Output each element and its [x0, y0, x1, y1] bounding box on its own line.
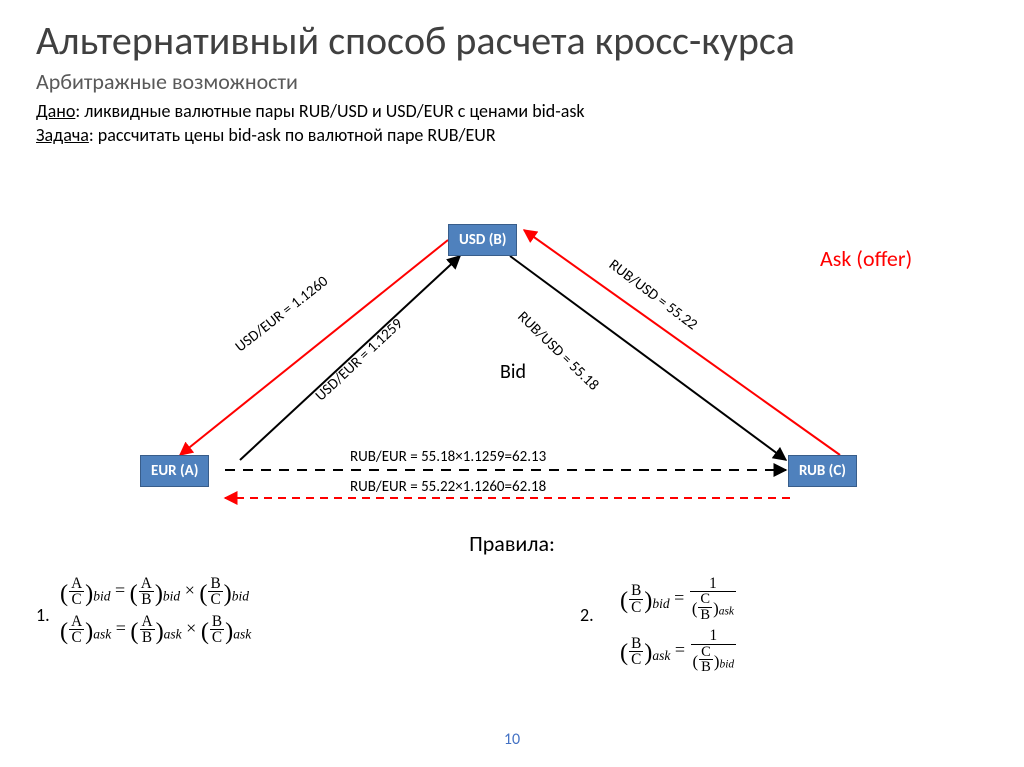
page-number: 10 — [0, 730, 1024, 749]
cross-rate-diagram: USD (B) EUR (A) RUB (C) Ask (offer) Bid … — [0, 200, 1024, 520]
task-label: Задача — [36, 124, 89, 146]
node-rub: RUB (C) — [788, 455, 857, 487]
bid-legend: Bid — [500, 360, 526, 384]
task-text: : рассчитать цены bid-ask по валютной па… — [89, 124, 496, 146]
given-label: Дано — [36, 100, 75, 122]
label-mid-top: RUB/EUR = 55.18×1.1259=62.13 — [350, 448, 546, 466]
formula-2: 2. (BC)bid = 1 (CB)ask (BC)ask = 1 (CB)b… — [620, 570, 737, 681]
slide-title: Альтернативный способ расчета кросс-курс… — [0, 0, 1024, 64]
given-text: : ликвидные валютные пары RUB/USD и USD/… — [75, 100, 584, 122]
given-line: Дано: ликвидные валютные пары RUB/USD и … — [36, 99, 988, 123]
rule1-number: 1. — [36, 604, 50, 626]
edge-outer-right — [524, 230, 840, 455]
slide-subtitle: Арбитражные возможности — [0, 64, 1024, 99]
ask-legend: Ask (offer) — [820, 245, 912, 272]
intro-block: Дано: ликвидные валютные пары RUB/USD и … — [0, 99, 1024, 148]
node-usd: USD (B) — [448, 224, 517, 256]
rule2-number: 2. — [580, 604, 594, 626]
edge-outer-left — [180, 240, 448, 455]
task-line: Задача: рассчитать цены bid-ask по валют… — [36, 123, 988, 147]
formula-1: 1. (AC)bid = (AB)bid × (BC)bid (AC)ask =… — [60, 570, 251, 652]
node-eur: EUR (A) — [140, 455, 209, 487]
label-mid-bot: RUB/EUR = 55.22×1.1260=62.18 — [350, 478, 546, 496]
rules-heading: Правила: — [0, 530, 1024, 557]
